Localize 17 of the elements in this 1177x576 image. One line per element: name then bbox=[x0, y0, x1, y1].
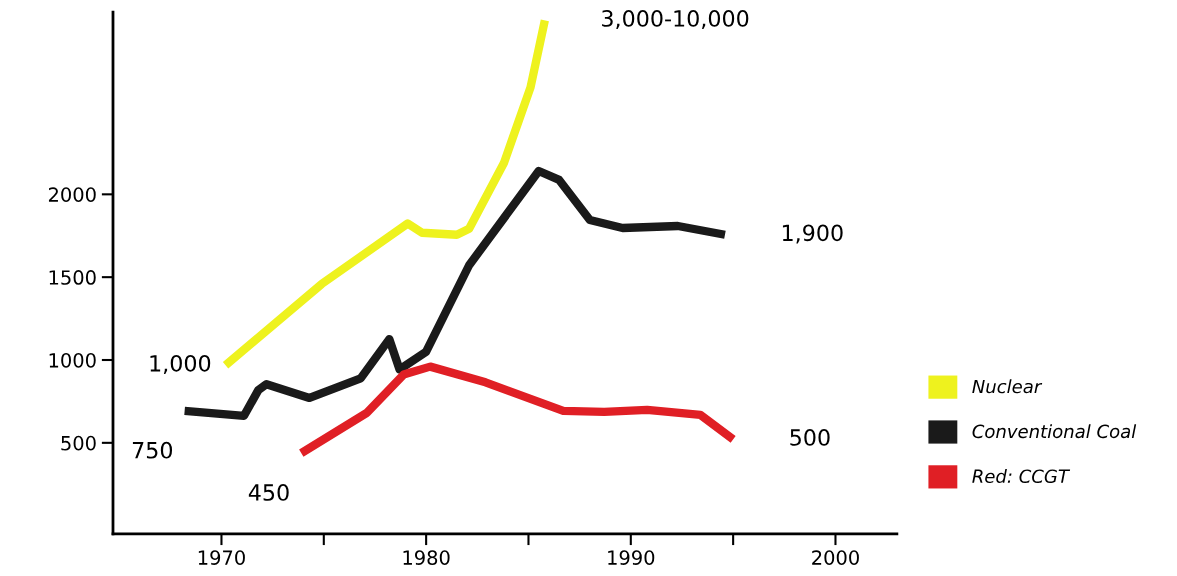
x-tick-label: 1970 bbox=[198, 550, 245, 565]
x-tick-label: 2000 bbox=[812, 550, 859, 565]
annotation: 450 bbox=[248, 484, 289, 501]
annotation: 1,000 bbox=[150, 354, 211, 375]
annotation: 1,900 bbox=[782, 224, 843, 244]
y-tick-label: 1500 bbox=[49, 270, 96, 285]
annotation: 3,000-10,000 bbox=[602, 10, 749, 30]
legend-label: Nuclear bbox=[972, 379, 1043, 394]
y-tick-label: 500 bbox=[61, 435, 96, 451]
x-tick-label: 1980 bbox=[403, 550, 450, 565]
annotation: 750 bbox=[132, 441, 173, 459]
legend-label: Red: CCGT bbox=[972, 469, 1071, 484]
y-tick-label: 2000 bbox=[48, 187, 96, 202]
y-tick-label: 1000 bbox=[49, 352, 96, 368]
x-tick-label: 1990 bbox=[608, 550, 655, 565]
legend-label: Conventional Coal bbox=[972, 424, 1137, 439]
annotation: 500 bbox=[790, 428, 830, 446]
